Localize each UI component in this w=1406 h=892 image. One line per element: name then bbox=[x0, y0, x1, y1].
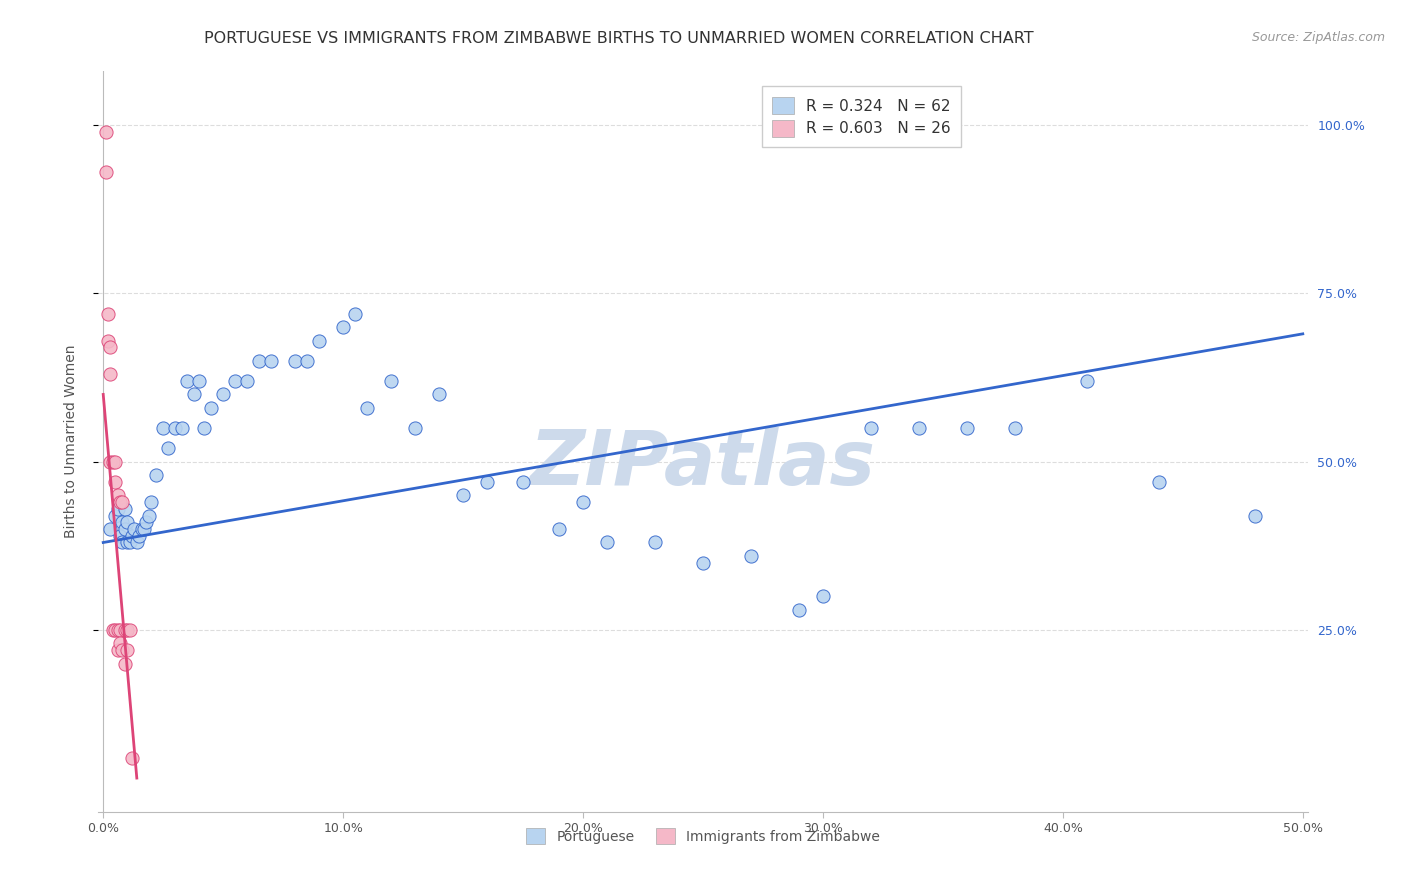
Point bbox=[104, 455, 127, 469]
Point bbox=[644, 535, 666, 549]
Point bbox=[108, 495, 131, 509]
Point bbox=[212, 387, 235, 401]
Point bbox=[108, 623, 131, 637]
Point bbox=[97, 307, 120, 321]
Point bbox=[121, 529, 143, 543]
Point bbox=[100, 368, 122, 382]
Point bbox=[859, 421, 882, 435]
Point bbox=[104, 508, 127, 523]
Point bbox=[111, 535, 134, 549]
Point bbox=[141, 495, 163, 509]
Point bbox=[1243, 508, 1265, 523]
Point bbox=[135, 516, 157, 530]
Point bbox=[101, 455, 124, 469]
Point bbox=[114, 522, 136, 536]
Point bbox=[172, 421, 194, 435]
Point bbox=[124, 522, 146, 536]
Point bbox=[344, 307, 367, 321]
Point bbox=[183, 387, 205, 401]
Point bbox=[107, 488, 129, 502]
Point bbox=[1147, 475, 1170, 489]
Point bbox=[260, 353, 283, 368]
Point bbox=[100, 340, 122, 354]
Point bbox=[236, 374, 259, 388]
Point bbox=[114, 657, 136, 671]
Text: PORTUGUESE VS IMMIGRANTS FROM ZIMBABWE BIRTHS TO UNMARRIED WOMEN CORRELATION CHA: PORTUGUESE VS IMMIGRANTS FROM ZIMBABWE B… bbox=[204, 31, 1033, 46]
Point bbox=[111, 643, 134, 657]
Point bbox=[193, 421, 215, 435]
Point bbox=[284, 353, 307, 368]
Point bbox=[224, 374, 246, 388]
Point bbox=[111, 516, 134, 530]
Point bbox=[152, 421, 174, 435]
Point bbox=[101, 623, 124, 637]
Point bbox=[1076, 374, 1098, 388]
Point bbox=[132, 522, 155, 536]
Point bbox=[118, 623, 141, 637]
Point bbox=[107, 501, 129, 516]
Point bbox=[94, 125, 117, 139]
Point bbox=[740, 549, 762, 563]
Point bbox=[97, 334, 120, 348]
Point bbox=[145, 468, 167, 483]
Point bbox=[138, 508, 160, 523]
Point bbox=[475, 475, 498, 489]
Point bbox=[188, 374, 211, 388]
Point bbox=[156, 442, 179, 456]
Point bbox=[115, 516, 138, 530]
Point bbox=[908, 421, 931, 435]
Point bbox=[811, 590, 834, 604]
Point bbox=[107, 643, 129, 657]
Point bbox=[356, 401, 378, 415]
Point bbox=[107, 623, 129, 637]
Text: ZIPatlas: ZIPatlas bbox=[530, 426, 876, 500]
Point bbox=[104, 475, 127, 489]
Point bbox=[118, 535, 141, 549]
Point bbox=[121, 751, 143, 765]
Point bbox=[108, 636, 131, 650]
Point bbox=[308, 334, 330, 348]
Point bbox=[131, 522, 153, 536]
Point bbox=[100, 455, 122, 469]
Point bbox=[125, 535, 148, 549]
Point bbox=[104, 623, 127, 637]
Point bbox=[111, 495, 134, 509]
Point bbox=[451, 488, 474, 502]
Point bbox=[404, 421, 426, 435]
Point bbox=[115, 623, 138, 637]
Point bbox=[295, 353, 318, 368]
Text: Source: ZipAtlas.com: Source: ZipAtlas.com bbox=[1251, 31, 1385, 45]
Point bbox=[380, 374, 402, 388]
Point bbox=[956, 421, 979, 435]
Point bbox=[200, 401, 222, 415]
Point bbox=[1004, 421, 1026, 435]
Legend: Portuguese, Immigrants from Zimbabwe: Portuguese, Immigrants from Zimbabwe bbox=[520, 822, 886, 849]
Point bbox=[548, 522, 571, 536]
Point bbox=[596, 535, 619, 549]
Y-axis label: Births to Unmarried Women: Births to Unmarried Women bbox=[63, 345, 77, 538]
Point bbox=[115, 643, 138, 657]
Point bbox=[114, 501, 136, 516]
Point bbox=[427, 387, 450, 401]
Point bbox=[94, 165, 117, 179]
Point bbox=[128, 529, 150, 543]
Point bbox=[692, 556, 714, 570]
Point bbox=[108, 529, 131, 543]
Point bbox=[247, 353, 270, 368]
Point bbox=[100, 522, 122, 536]
Point bbox=[165, 421, 187, 435]
Point bbox=[572, 495, 595, 509]
Point bbox=[332, 320, 354, 334]
Point bbox=[114, 623, 136, 637]
Point bbox=[787, 603, 810, 617]
Point bbox=[512, 475, 534, 489]
Point bbox=[115, 535, 138, 549]
Point bbox=[176, 374, 198, 388]
